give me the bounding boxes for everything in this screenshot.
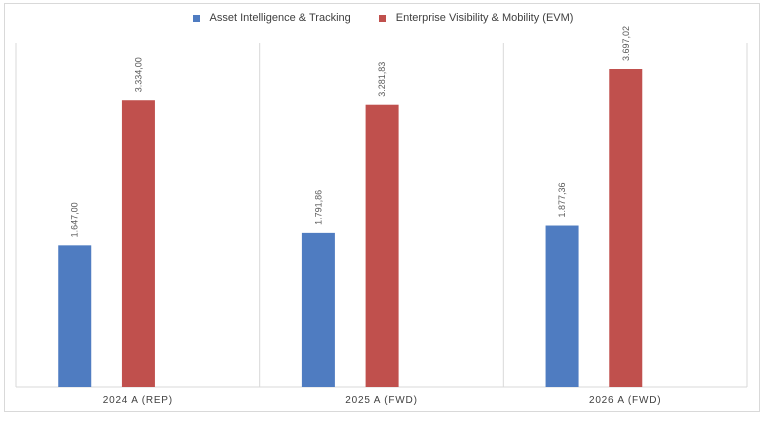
- data-label-evm-3: 3.697,02: [621, 26, 631, 61]
- data-label-evm-1: 3.334,00: [133, 57, 143, 92]
- x-tick-label: 2026 A (FWD): [589, 395, 661, 406]
- legend-swatch-asset-intelligence: [192, 14, 200, 22]
- bar-asset-intelligence-1: [58, 245, 92, 387]
- data-label-evm-2: 3.281,83: [377, 62, 387, 97]
- x-tick-label: 2025 A (FWD): [345, 395, 417, 406]
- legend-swatch-evm: [378, 14, 386, 22]
- bar-asset-intelligence-2: [301, 232, 335, 387]
- legend-label-evm: Enterprise Visibility & Mobility (EVM): [395, 12, 574, 24]
- bar-evm-1: [121, 100, 155, 387]
- data-label-asset-intelligence-3: 1.877,36: [557, 182, 567, 217]
- legend-item-evm: Enterprise Visibility & Mobility (EVM): [378, 12, 574, 24]
- bar-evm-3: [609, 69, 643, 387]
- legend-item-asset-intelligence: Asset Intelligence & Tracking: [192, 12, 351, 24]
- bar-evm-2: [365, 104, 399, 388]
- legend-label-asset-intelligence: Asset Intelligence & Tracking: [209, 12, 351, 24]
- bar-asset-intelligence-3: [545, 225, 579, 387]
- x-tick-label: 2024 A (REP): [103, 395, 173, 406]
- legend: Asset Intelligence & Tracking Enterprise…: [0, 12, 766, 24]
- data-label-asset-intelligence-1: 1.647,00: [70, 202, 80, 237]
- data-label-asset-intelligence-2: 1.791,86: [313, 190, 323, 225]
